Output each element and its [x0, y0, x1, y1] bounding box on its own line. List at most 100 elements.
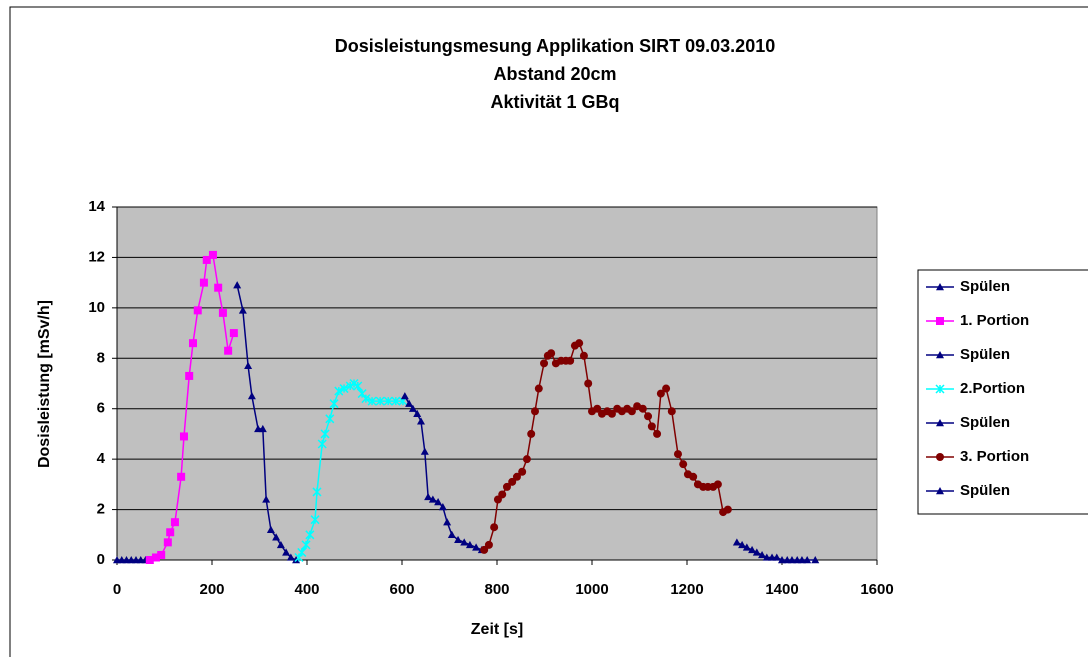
- marker: [166, 528, 175, 537]
- marker: [656, 389, 665, 398]
- marker: [936, 487, 944, 495]
- marker: [713, 480, 722, 489]
- legend-label: Spülen: [960, 278, 1010, 295]
- marker: [320, 429, 330, 439]
- legend-label: 2.Portion: [960, 380, 1025, 397]
- marker: [367, 396, 377, 406]
- marker: [797, 556, 806, 564]
- marker: [417, 417, 425, 425]
- legend-label: 3. Portion: [960, 448, 1029, 465]
- marker: [738, 540, 747, 549]
- y-tick-label: 0: [97, 551, 105, 568]
- legend-label: Spülen: [960, 482, 1010, 499]
- marker: [301, 540, 311, 550]
- x-tick-label: 1200: [670, 581, 703, 598]
- marker: [229, 329, 238, 338]
- marker: [673, 450, 682, 459]
- marker: [547, 349, 556, 358]
- marker: [145, 556, 154, 564]
- marker: [400, 392, 409, 400]
- y-tick-label: 14: [88, 198, 105, 215]
- marker: [383, 396, 393, 406]
- marker: [434, 498, 443, 506]
- marker: [679, 460, 688, 469]
- marker: [484, 540, 493, 549]
- marker: [522, 455, 531, 464]
- marker: [218, 308, 227, 317]
- marker: [480, 545, 489, 554]
- marker: [575, 339, 584, 348]
- marker: [286, 553, 295, 561]
- marker: [936, 317, 944, 325]
- marker: [177, 472, 186, 481]
- marker: [527, 429, 536, 438]
- marker: [170, 518, 179, 527]
- marker: [247, 392, 256, 400]
- marker: [531, 407, 539, 416]
- x-tick-label: 1000: [575, 581, 608, 598]
- marker: [208, 250, 217, 259]
- legend-label: Spülen: [960, 414, 1010, 431]
- marker: [405, 399, 414, 407]
- marker: [199, 278, 208, 287]
- marker: [936, 419, 944, 427]
- marker: [465, 540, 474, 549]
- marker: [748, 545, 757, 554]
- chart-title: Dosisleistungsmesung Applikation SIRT 09…: [335, 36, 775, 56]
- marker: [803, 556, 812, 564]
- marker: [502, 482, 511, 491]
- marker: [266, 525, 275, 533]
- marker: [778, 556, 786, 564]
- marker: [276, 540, 285, 549]
- y-axis-label: Dosisleistung [mSv/h]: [36, 300, 53, 468]
- x-axis-label: Zeit [s]: [471, 621, 523, 638]
- marker: [454, 535, 463, 544]
- x-tick-label: 400: [294, 581, 319, 598]
- marker: [151, 553, 160, 562]
- marker: [667, 407, 676, 416]
- marker: [566, 356, 575, 365]
- marker: [508, 477, 517, 486]
- marker: [424, 492, 433, 501]
- marker: [644, 412, 653, 421]
- marker: [312, 487, 322, 497]
- marker: [391, 396, 401, 406]
- marker: [472, 543, 481, 551]
- marker: [329, 399, 339, 409]
- marker: [490, 523, 499, 532]
- chart-subtitle: Abstand 20cm: [493, 64, 616, 84]
- marker: [438, 503, 447, 511]
- marker: [723, 505, 732, 514]
- marker: [244, 361, 253, 370]
- marker: [408, 404, 417, 412]
- marker: [310, 515, 320, 525]
- marker: [498, 490, 507, 499]
- marker: [233, 281, 242, 289]
- marker: [317, 439, 327, 449]
- legend-label: 1. Portion: [960, 312, 1029, 329]
- marker: [460, 538, 469, 546]
- x-tick-label: 0: [113, 581, 121, 598]
- marker: [353, 381, 363, 391]
- x-tick-label: 1600: [860, 581, 893, 598]
- y-tick-label: 2: [97, 501, 105, 518]
- x-tick-label: 800: [484, 581, 509, 598]
- legend-box: [917, 269, 1088, 515]
- marker: [339, 384, 349, 394]
- marker: [935, 384, 945, 394]
- marker: [428, 495, 437, 503]
- marker: [282, 548, 291, 556]
- legend-label: Spülen: [960, 346, 1010, 363]
- y-tick-label: 8: [97, 349, 105, 366]
- marker: [584, 379, 593, 388]
- marker: [305, 530, 315, 540]
- marker: [238, 306, 247, 314]
- marker: [157, 550, 166, 559]
- marker: [272, 533, 281, 541]
- series-line: [298, 382, 403, 558]
- marker: [202, 255, 211, 264]
- marker: [772, 553, 781, 561]
- marker: [189, 339, 197, 348]
